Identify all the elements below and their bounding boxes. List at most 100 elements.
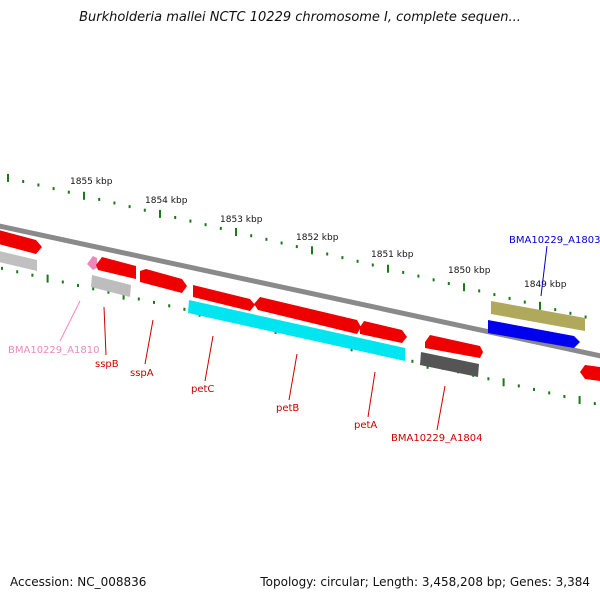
leader-line xyxy=(436,385,446,431)
minor-tick xyxy=(517,384,520,388)
leader-line xyxy=(288,353,298,401)
minor-tick xyxy=(1,266,3,270)
gene-arrow[interactable] xyxy=(87,256,97,270)
gene-arrow[interactable] xyxy=(488,320,580,348)
gene-arrow[interactable] xyxy=(0,250,37,271)
minor-tick xyxy=(548,391,551,395)
leader-line xyxy=(103,306,107,356)
sequence-title: Burkholderia mallei NCTC 10229 chromosom… xyxy=(79,10,521,25)
gene-arrow[interactable] xyxy=(193,285,255,311)
minor-tick xyxy=(189,219,192,223)
accession-text: Accession: NC_008836 xyxy=(10,575,147,589)
gene-arrow[interactable] xyxy=(254,297,361,334)
gene-arrow[interactable] xyxy=(420,352,479,377)
gene-arrow[interactable] xyxy=(360,321,407,343)
minor-tick xyxy=(183,307,186,311)
scale-label: 1853 kbp xyxy=(220,215,263,225)
gene-label[interactable]: BMA10229_A1810 xyxy=(8,345,99,356)
scale-label: 1849 kbp xyxy=(524,280,567,290)
minor-tick xyxy=(52,187,55,191)
scale-ticks-upper xyxy=(7,173,587,319)
minor-tick xyxy=(447,282,450,285)
minor-tick xyxy=(113,201,116,205)
gene-label[interactable]: petC xyxy=(191,384,214,395)
gene-arrow[interactable] xyxy=(188,300,405,361)
scale-label: 1851 kbp xyxy=(371,250,414,260)
minor-tick xyxy=(341,256,344,260)
minor-tick xyxy=(584,315,587,319)
label-leader-lines xyxy=(59,245,548,431)
major-tick xyxy=(122,291,125,300)
gene-arrow[interactable] xyxy=(96,257,136,279)
gene-arrow[interactable] xyxy=(0,229,42,254)
minor-tick xyxy=(31,273,34,277)
gene-labels[interactable]: BMA10229_A1803 BMA10229_A1810 sspB sspA … xyxy=(8,235,600,444)
major-tick xyxy=(159,209,161,218)
major-tick xyxy=(83,191,85,200)
major-tick xyxy=(235,228,237,236)
scale-label: 1850 kbp xyxy=(448,266,491,276)
major-tick xyxy=(502,378,505,387)
leader-line xyxy=(540,245,548,297)
scale-label: 1852 kbp xyxy=(296,233,339,243)
leader-line xyxy=(204,335,214,382)
major-tick xyxy=(46,274,49,283)
leader-line xyxy=(144,319,154,365)
gene-arrow[interactable] xyxy=(491,301,585,331)
topology-length-genes-text: Topology: circular; Length: 3,458,208 bp… xyxy=(260,575,590,589)
minor-tick xyxy=(533,387,535,391)
minor-tick xyxy=(61,280,64,284)
minor-tick xyxy=(371,263,374,267)
minor-tick xyxy=(204,223,207,227)
minor-tick xyxy=(417,274,420,278)
gene-label[interactable]: petA xyxy=(354,420,377,431)
minor-tick xyxy=(563,395,566,398)
minor-tick xyxy=(37,183,40,187)
gene-arrow[interactable] xyxy=(91,275,131,297)
gene-label[interactable]: sspB xyxy=(95,359,119,370)
major-tick xyxy=(578,396,581,404)
minor-tick xyxy=(569,311,572,315)
leader-line xyxy=(59,300,81,342)
minor-tick xyxy=(174,216,177,219)
minor-tick xyxy=(16,270,19,274)
minor-tick xyxy=(137,297,140,301)
minor-tick xyxy=(219,226,222,230)
gene-arrow[interactable] xyxy=(140,269,187,293)
gene-arrow[interactable] xyxy=(425,335,483,358)
minor-tick xyxy=(432,278,435,282)
gene-label[interactable]: petB xyxy=(276,403,299,414)
major-tick xyxy=(387,264,389,273)
gene-arrow[interactable] xyxy=(580,365,600,381)
minor-tick xyxy=(411,359,414,363)
minor-tick xyxy=(295,245,298,249)
minor-tick xyxy=(98,197,101,201)
gene-features[interactable] xyxy=(0,229,600,381)
major-tick xyxy=(463,283,465,292)
minor-tick xyxy=(508,296,511,300)
minor-tick xyxy=(92,287,95,291)
minor-tick xyxy=(554,308,557,312)
major-tick xyxy=(311,246,313,255)
scale-labels: 1855 kbp 1854 kbp 1853 kbp 1852 kbp 1851… xyxy=(70,177,567,290)
minor-tick xyxy=(153,300,155,304)
minor-tick xyxy=(523,300,526,304)
minor-tick xyxy=(67,190,70,194)
minor-tick xyxy=(493,293,496,297)
minor-tick xyxy=(478,289,481,293)
minor-tick xyxy=(356,259,359,263)
minor-tick xyxy=(168,304,171,308)
minor-tick xyxy=(265,237,268,241)
minor-tick xyxy=(128,205,131,209)
minor-tick xyxy=(593,402,596,406)
gene-label[interactable]: sspA xyxy=(130,368,154,379)
minor-tick xyxy=(143,208,146,212)
gene-label[interactable]: BMA10229_A1804 xyxy=(391,433,482,444)
minor-tick xyxy=(487,377,490,381)
minor-tick xyxy=(22,180,25,183)
minor-tick xyxy=(280,241,283,245)
minor-tick xyxy=(107,290,110,294)
gene-label[interactable]: BMA10229_A1803 xyxy=(509,235,600,246)
